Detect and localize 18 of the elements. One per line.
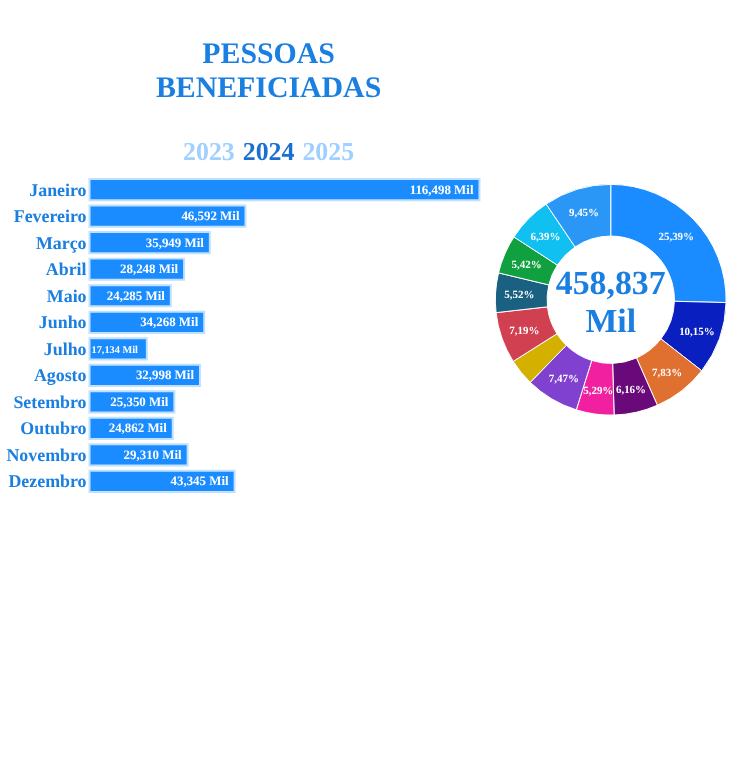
y-tick-label: Julho xyxy=(43,338,88,359)
y-tick-label: Dezembro xyxy=(8,471,88,492)
y-tick-label: Novembro xyxy=(6,444,88,465)
y-tick-label: Fevereiro xyxy=(13,206,88,227)
text: 2024 xyxy=(242,136,296,167)
y-tick-label: Junho xyxy=(38,312,88,333)
y-tick-label: Outubro xyxy=(20,418,88,439)
text: 2023 xyxy=(183,136,236,167)
text: 458,837 Mil xyxy=(555,263,667,340)
bar xyxy=(88,178,481,202)
y-tick-label: Agosto xyxy=(33,365,88,386)
chart-title: PESSOAS BENEFICIADAS xyxy=(155,39,382,105)
y-tick-label: Abril xyxy=(45,259,88,280)
y-tick-label: Maio xyxy=(46,285,88,306)
y-tick-label: Março xyxy=(35,232,88,253)
y-tick-label: Setembro xyxy=(13,391,88,412)
y-tick-label: Janeiro xyxy=(29,179,88,200)
text: 2025 xyxy=(302,136,355,167)
